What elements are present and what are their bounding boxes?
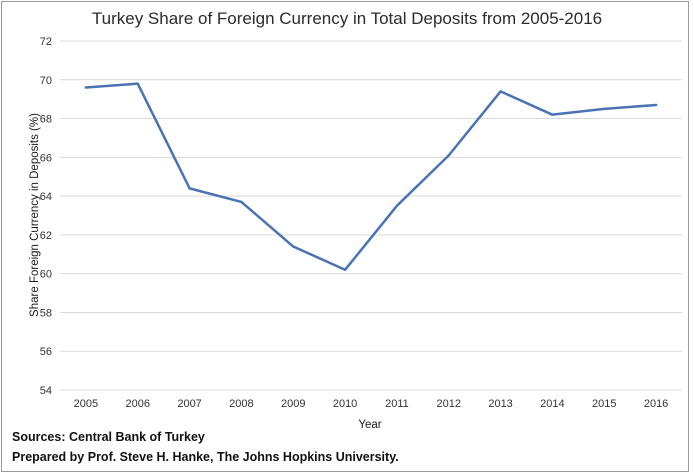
x-tick-label: 2011	[385, 398, 409, 410]
x-tick-label: 2008	[229, 398, 253, 410]
credit-note: Prepared by Prof. Steve H. Hanke, The Jo…	[12, 450, 399, 464]
y-tick-label: 66	[40, 152, 52, 164]
y-axis-ticks: 54 56 58 60 62 64 66 68 70 72	[40, 36, 52, 397]
x-tick-label: 2005	[74, 398, 98, 410]
x-axis-title: Year	[358, 419, 381, 431]
y-tick-label: 60	[40, 269, 52, 281]
x-axis-ticks: 2005 2006 2007 2008 2009 2010 2011 2012 2013 2014…	[74, 398, 669, 410]
data-point	[84, 86, 88, 89]
x-tick-label: 2009	[281, 398, 305, 410]
data-point	[136, 82, 139, 85]
x-tick-label: 2013	[488, 398, 512, 410]
y-axis-title: Share Foreign Currency in Deposits (%)	[29, 113, 41, 317]
x-tick-label: 2016	[644, 398, 668, 410]
data-point	[499, 90, 502, 93]
gridlines	[60, 40, 682, 391]
data-point	[447, 154, 450, 157]
y-tick-label: 68	[40, 114, 52, 126]
y-tick-label: 70	[40, 75, 52, 87]
y-tick-label: 62	[40, 230, 52, 242]
x-tick-label: 2010	[333, 398, 357, 410]
series-line	[84, 82, 658, 272]
x-tick-label: 2006	[126, 398, 150, 410]
x-tick-label: 2015	[592, 398, 616, 410]
y-tick-label: 64	[40, 191, 52, 203]
x-tick-label: 2012	[437, 398, 461, 410]
y-tick-label: 56	[40, 346, 52, 358]
data-point	[343, 268, 347, 271]
y-tick-label: 54	[40, 385, 52, 397]
series-layer	[84, 82, 658, 272]
data-point	[292, 245, 295, 248]
data-point	[240, 200, 243, 204]
x-tick-label: 2014	[540, 398, 564, 410]
data-point	[551, 113, 554, 116]
data-point	[603, 107, 606, 111]
data-point	[654, 103, 658, 107]
y-tick-label: 58	[40, 307, 52, 319]
data-point	[395, 204, 399, 208]
data-point	[188, 187, 191, 190]
source-note: Sources: Central Bank of Turkey	[12, 430, 205, 444]
chart-title: Turkey Share of Foreign Currency in Tota…	[91, 9, 603, 28]
y-tick-label: 72	[40, 36, 52, 48]
x-tick-label: 2007	[177, 398, 201, 410]
